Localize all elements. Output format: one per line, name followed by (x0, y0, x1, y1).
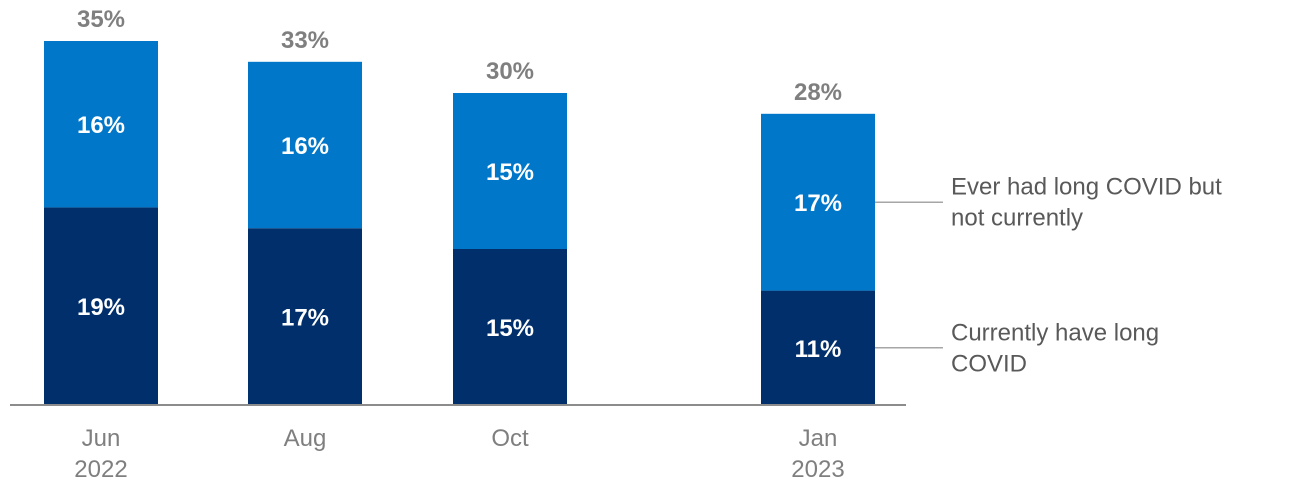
data-label: 15% (486, 159, 534, 186)
bar-segment (248, 61, 362, 229)
total-label: 35% (77, 6, 125, 33)
total-label: 33% (281, 27, 329, 54)
x-tick-label-line: Oct (491, 425, 529, 452)
x-tick-label: Jan 2023 (791, 425, 844, 483)
x-tick-label-line: Aug (284, 425, 327, 452)
data-label: 16% (281, 133, 329, 160)
bar-segment (44, 41, 158, 208)
labels-layer: 19% 16% 35% Jun 2022 17% 16% 33% Aug 15% 15% 30% Oct… (74, 6, 844, 483)
x-tick-label-line: 2023 (791, 456, 844, 483)
data-label: 17% (281, 305, 329, 332)
bar-segment (248, 228, 362, 405)
x-tick-label: Aug (284, 425, 327, 452)
bar-segment (761, 113, 875, 291)
data-label: 17% (794, 190, 842, 217)
bar-segment (453, 249, 567, 405)
legend: Currently have long COVID Ever had long CO… (875, 174, 1222, 377)
x-tick-label: Oct (491, 425, 529, 452)
data-label: 15% (486, 315, 534, 342)
total-label: 30% (486, 58, 534, 85)
legend-entry-line: COVID (951, 350, 1027, 377)
bar-segment (44, 207, 158, 405)
total-label: 28% (794, 79, 842, 106)
x-tick-label-line: Jan (799, 425, 838, 452)
legend-entry-line: not currently (951, 205, 1083, 232)
data-label: 11% (795, 336, 842, 363)
x-tick-label-line: Jun (82, 425, 121, 452)
legend-entry-line: Ever had long COVID but (951, 174, 1222, 201)
x-tick-label: Jun 2022 (74, 425, 127, 483)
legend-entry: Ever had long COVID but not currently (951, 174, 1222, 232)
bar-segment (761, 290, 875, 405)
bar-segment (453, 93, 567, 249)
x-tick-label-line: 2022 (74, 456, 127, 483)
data-label: 16% (77, 112, 125, 139)
legend-entry-line: Currently have long (951, 319, 1159, 346)
data-label: 19% (77, 294, 125, 321)
legend-entry: Currently have long COVID (951, 319, 1159, 377)
bars-layer (44, 41, 875, 405)
